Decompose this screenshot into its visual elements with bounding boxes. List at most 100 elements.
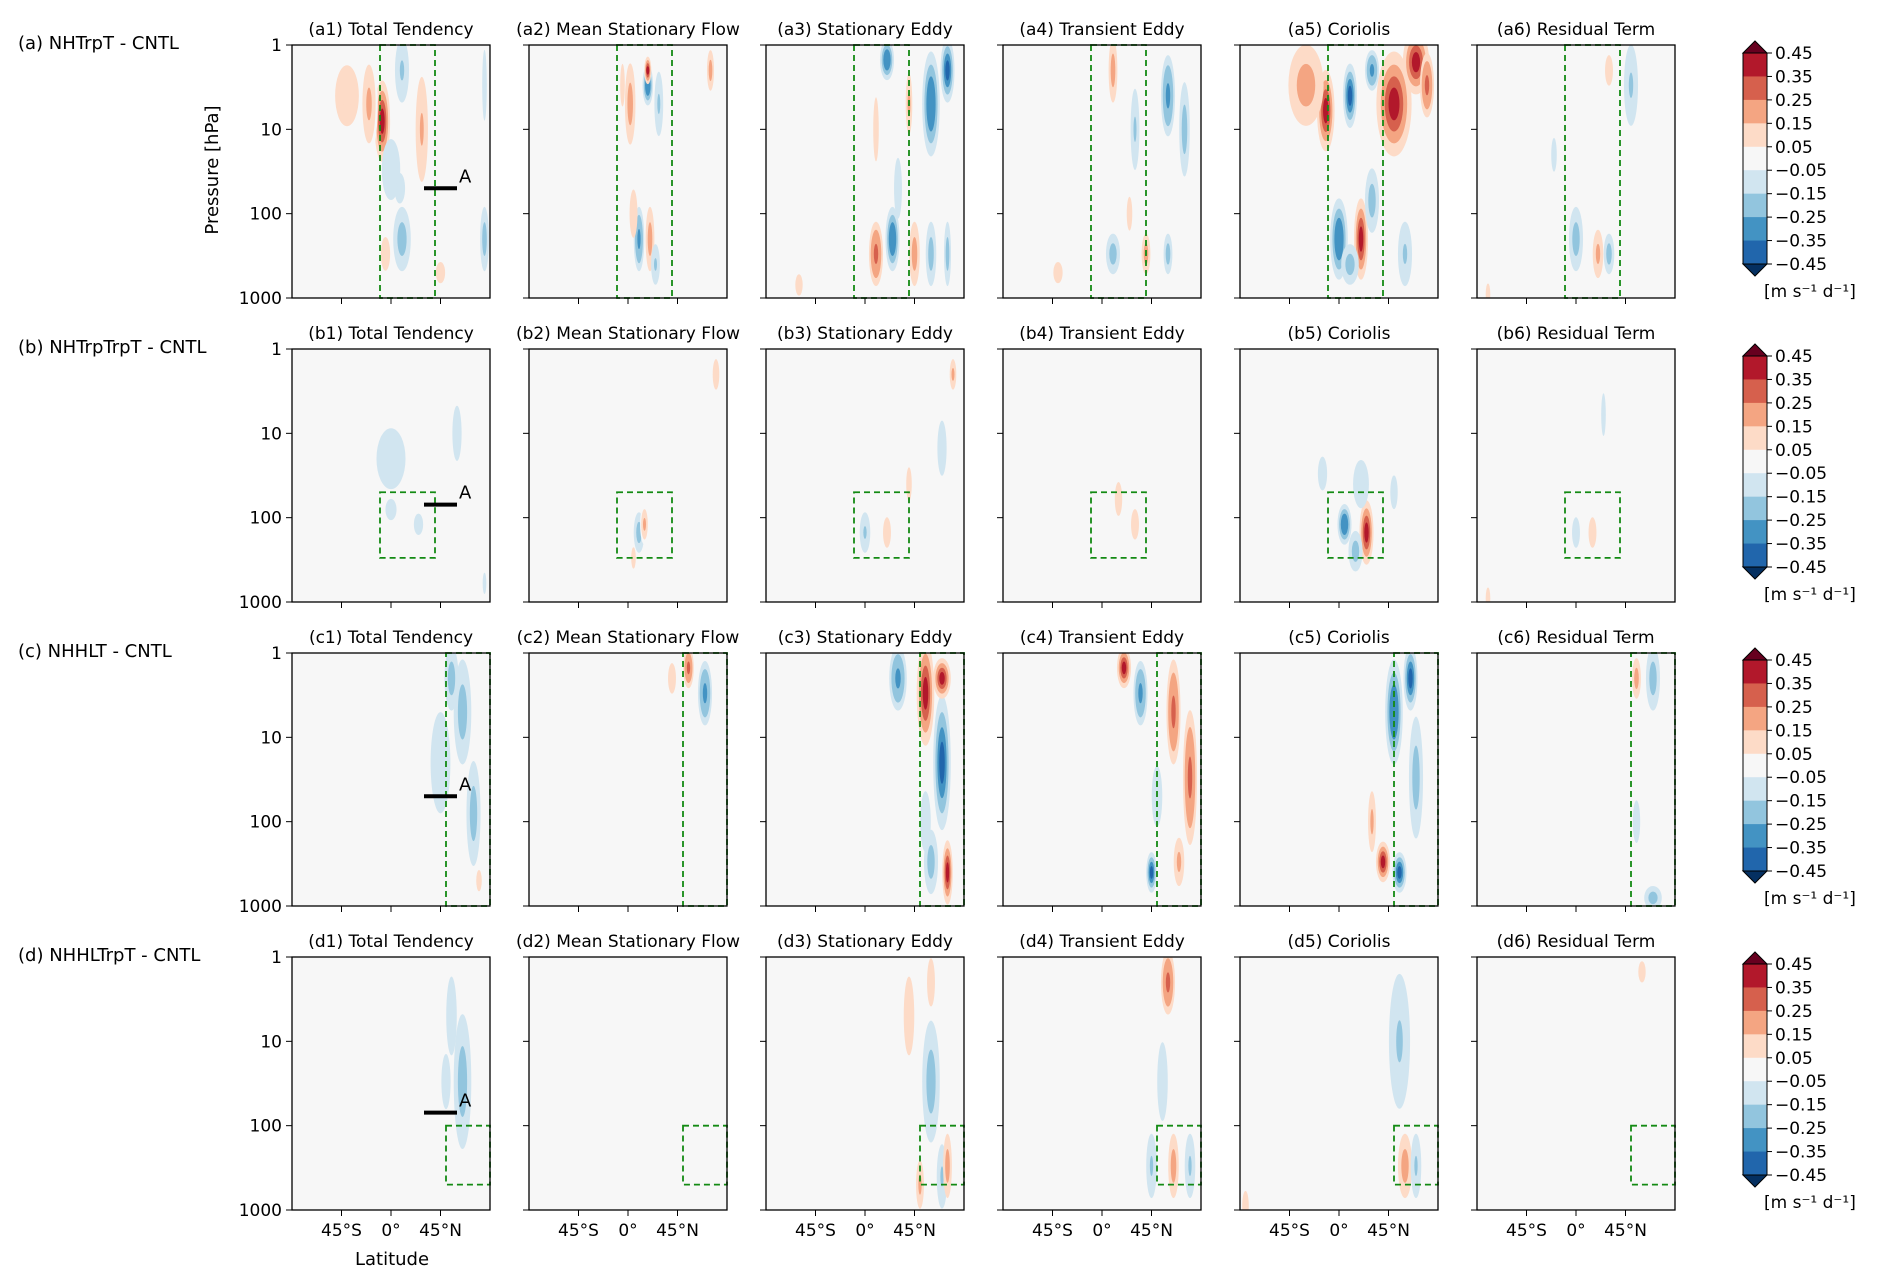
panel-background (766, 349, 964, 602)
contour-band (1319, 463, 1326, 484)
contour-band (621, 72, 624, 98)
contour-band (1364, 522, 1369, 543)
panel: (b3) Stationary Eddy (760, 324, 965, 608)
colorbar-tick-label: −0.25 (1775, 1119, 1827, 1139)
contour-band (670, 672, 674, 685)
colorbar-tick-label: 0.45 (1775, 347, 1813, 367)
panel-title: (a4) Transient Eddy (1019, 20, 1184, 40)
contour-fill (668, 653, 713, 726)
panel-title: (a1) Total Tendency (308, 20, 473, 40)
contour-band (1602, 401, 1605, 428)
contour-band (1347, 85, 1353, 106)
colorbar-extend-max (1741, 951, 1769, 965)
colorbar-band (1743, 473, 1767, 498)
colorbar-tick-label: 0.25 (1775, 698, 1813, 718)
contour-band (945, 60, 950, 81)
colorbar: 0.45 0.35 0.25 0.15 0.05 −0.05 −0.15 −0.25 −0.35… (1741, 343, 1856, 605)
colorbar-frame (1742, 52, 1768, 265)
contour-band (637, 526, 641, 539)
panel-title: (b2) Mean Stationary Flow (516, 324, 740, 344)
panel-background (529, 653, 727, 906)
contour-band (471, 797, 476, 830)
contour-band (382, 243, 389, 264)
y-tick-label: 100 (250, 1117, 282, 1137)
contour-band (449, 999, 454, 1033)
panel-title: (c6) Residual Term (1497, 628, 1654, 648)
panel: (d5) Coriolis 45°S 0° 45°N (1234, 932, 1439, 1241)
marker-label: A (459, 774, 472, 795)
y-tick-label: 1 (271, 948, 282, 968)
colorbar-tick-label: −0.05 (1775, 768, 1827, 788)
x-tick-label: 45°N (419, 1221, 462, 1241)
contour-band (1402, 243, 1408, 264)
colorbar-tick-label: 0.15 (1775, 721, 1813, 741)
contour-fill (859, 354, 958, 553)
panel: (a6) Residual Term (1471, 20, 1676, 304)
contour-band (884, 53, 890, 67)
panel-title: (b3) Stationary Eddy (777, 324, 953, 344)
colorbar-band (1743, 1034, 1767, 1059)
marker-label: A (459, 166, 472, 187)
contour-fill (376, 405, 487, 594)
contour-band (1391, 482, 1397, 503)
contour-band (1149, 866, 1154, 879)
colorbar-band (1743, 683, 1767, 708)
x-tick-label: 45°S (795, 1221, 836, 1241)
x-tick-label: 45°N (893, 1221, 936, 1241)
contour-band (940, 1166, 944, 1187)
x-tick-label: 0° (618, 1221, 637, 1241)
contour-band (1414, 1155, 1418, 1176)
contour-band (796, 278, 802, 292)
contour-band (1149, 1155, 1154, 1176)
colorbar-tick-label: −0.15 (1775, 488, 1827, 508)
y-axis-label: Pressure [hPa] (202, 105, 223, 234)
colorbar-band (1743, 379, 1767, 404)
colorbar-band (1743, 146, 1767, 171)
contour-band (922, 676, 929, 710)
contour-band (1408, 668, 1413, 689)
contour-band (1165, 972, 1171, 993)
colorbar-tick-label: −0.15 (1775, 1096, 1827, 1116)
panel-title: (d1) Total Tendency (308, 932, 474, 952)
colorbar-extend-min (1741, 1174, 1769, 1188)
colorbar-frame (1742, 659, 1768, 872)
colorbar-unit: [m s⁻¹ d⁻¹] (1764, 889, 1856, 909)
colorbar-band (1743, 217, 1767, 242)
contour-band (945, 862, 950, 883)
colorbar-band (1743, 1010, 1767, 1035)
x-tick-label: 45°S (558, 1221, 599, 1241)
row-label: (a) NHTrpT - CNTL (18, 33, 179, 54)
contour-band (1188, 1155, 1192, 1176)
contour-band (1111, 60, 1115, 81)
contour-band (648, 228, 652, 250)
panel-background (1003, 349, 1201, 602)
panel: (d6) Residual Term 45°S 0° 45°N (1471, 932, 1676, 1241)
contour-band (1628, 72, 1634, 98)
colorbar-tick-label: −0.45 (1775, 1166, 1827, 1186)
y-tick-label: 1000 (239, 289, 282, 309)
contour-fill (1114, 482, 1139, 540)
y-tick-label: 1000 (239, 593, 282, 613)
contour-band (1138, 683, 1143, 704)
contour-band (686, 661, 691, 675)
contour-band (379, 108, 385, 134)
contour-band (483, 64, 486, 107)
contour-fill (430, 653, 482, 892)
contour-band (1397, 866, 1402, 879)
x-tick-label: 0° (1566, 1221, 1585, 1241)
panel: (b5) Coriolis (1234, 324, 1439, 608)
colorbar-band (1743, 800, 1767, 825)
contour-band (632, 551, 635, 565)
marker-label: A (459, 483, 472, 504)
x-tick-label: 45°S (1269, 1221, 1310, 1241)
panel: (a4) Transient Eddy (997, 20, 1202, 304)
colorbar-unit: [m s⁻¹ d⁻¹] (1764, 585, 1856, 605)
contour-band (387, 156, 395, 183)
contour-band (1244, 1199, 1247, 1210)
colorbar-band (1743, 170, 1767, 195)
panel-title: (c4) Transient Eddy (1020, 628, 1184, 648)
colorbar-extend-max (1741, 40, 1769, 54)
contour-band (928, 1062, 934, 1101)
colorbar-band (1743, 824, 1767, 849)
colorbar-band (1743, 520, 1767, 545)
